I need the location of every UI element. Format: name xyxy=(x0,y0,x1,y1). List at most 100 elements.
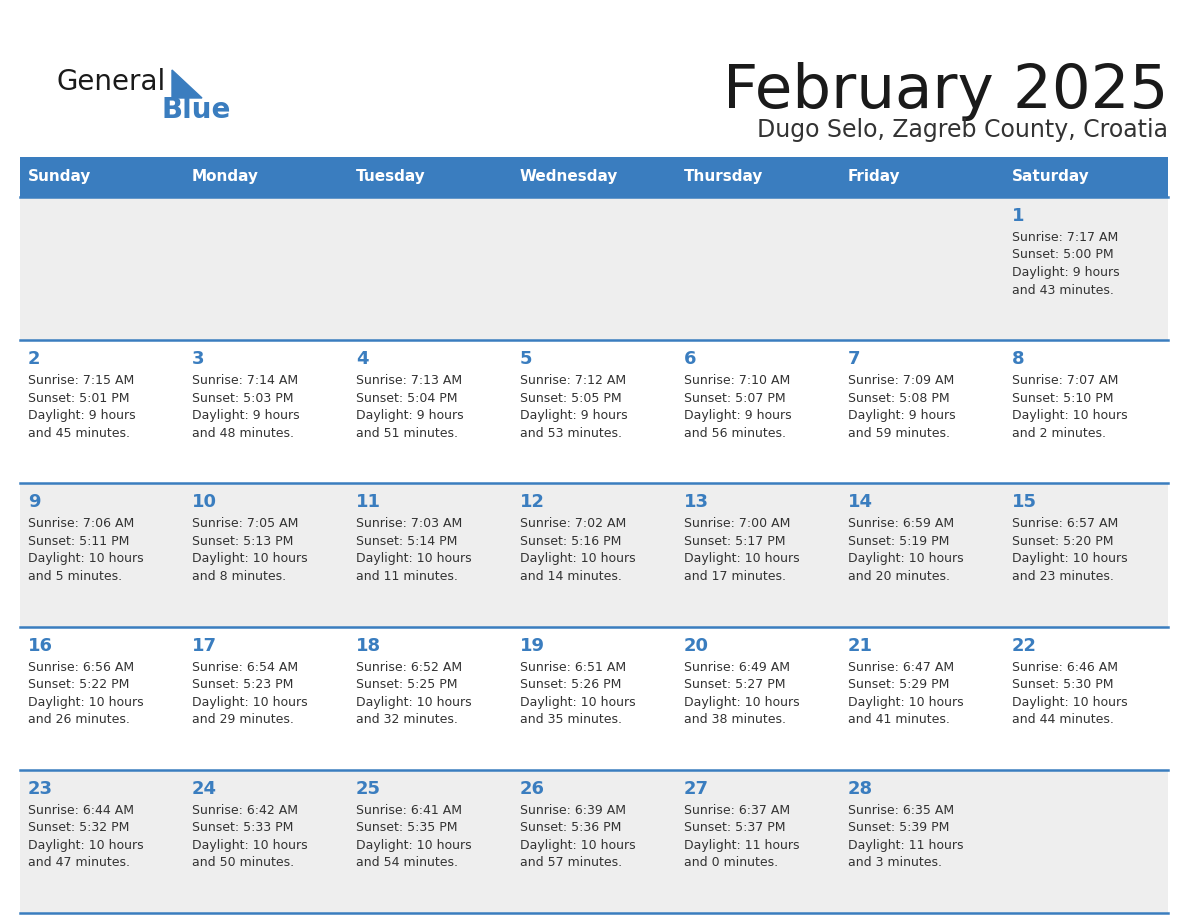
Text: February 2025: February 2025 xyxy=(722,62,1168,121)
Text: Sunday: Sunday xyxy=(29,170,91,185)
Text: Sunset: 5:32 PM: Sunset: 5:32 PM xyxy=(29,822,129,834)
Text: and 8 minutes.: and 8 minutes. xyxy=(192,570,286,583)
Text: Daylight: 10 hours: Daylight: 10 hours xyxy=(520,839,636,852)
Bar xyxy=(840,157,1004,197)
Text: and 38 minutes.: and 38 minutes. xyxy=(684,713,786,726)
Text: 4: 4 xyxy=(356,350,368,368)
Text: Sunrise: 7:05 AM: Sunrise: 7:05 AM xyxy=(192,518,298,531)
Bar xyxy=(184,341,348,484)
Bar xyxy=(840,197,1004,341)
Text: Sunset: 5:11 PM: Sunset: 5:11 PM xyxy=(29,535,129,548)
Bar xyxy=(184,197,348,341)
Text: Sunset: 5:10 PM: Sunset: 5:10 PM xyxy=(1012,392,1113,405)
Text: Sunset: 5:14 PM: Sunset: 5:14 PM xyxy=(356,535,457,548)
Text: Sunrise: 7:02 AM: Sunrise: 7:02 AM xyxy=(520,518,626,531)
Bar xyxy=(512,197,676,341)
Text: Sunset: 5:35 PM: Sunset: 5:35 PM xyxy=(356,822,457,834)
Bar xyxy=(20,197,184,341)
Text: and 32 minutes.: and 32 minutes. xyxy=(356,713,457,726)
Text: Sunrise: 7:15 AM: Sunrise: 7:15 AM xyxy=(29,375,134,387)
Bar xyxy=(184,627,348,770)
Text: 3: 3 xyxy=(192,350,204,368)
Bar xyxy=(1004,157,1168,197)
Text: and 56 minutes.: and 56 minutes. xyxy=(684,427,786,440)
Text: Sunrise: 7:17 AM: Sunrise: 7:17 AM xyxy=(1012,231,1118,244)
Bar xyxy=(184,157,348,197)
Text: Sunset: 5:30 PM: Sunset: 5:30 PM xyxy=(1012,678,1113,691)
Text: 27: 27 xyxy=(684,779,709,798)
Text: Sunrise: 6:52 AM: Sunrise: 6:52 AM xyxy=(356,661,462,674)
Bar xyxy=(512,627,676,770)
Text: 22: 22 xyxy=(1012,636,1037,655)
Text: Sunrise: 6:41 AM: Sunrise: 6:41 AM xyxy=(356,804,462,817)
Text: 9: 9 xyxy=(29,493,40,511)
Bar xyxy=(840,341,1004,484)
Text: and 59 minutes.: and 59 minutes. xyxy=(848,427,950,440)
Text: Sunset: 5:29 PM: Sunset: 5:29 PM xyxy=(848,678,949,691)
Bar xyxy=(348,770,512,913)
Text: Sunrise: 6:35 AM: Sunrise: 6:35 AM xyxy=(848,804,954,817)
Text: General: General xyxy=(57,68,166,96)
Polygon shape xyxy=(172,70,202,98)
Text: Saturday: Saturday xyxy=(1012,170,1089,185)
Text: Sunset: 5:05 PM: Sunset: 5:05 PM xyxy=(520,392,621,405)
Text: Daylight: 10 hours: Daylight: 10 hours xyxy=(684,553,800,565)
Text: 12: 12 xyxy=(520,493,545,511)
Bar xyxy=(676,341,840,484)
Text: Sunrise: 7:06 AM: Sunrise: 7:06 AM xyxy=(29,518,134,531)
Bar xyxy=(184,770,348,913)
Text: 15: 15 xyxy=(1012,493,1037,511)
Text: and 0 minutes.: and 0 minutes. xyxy=(684,856,778,869)
Text: Sunset: 5:07 PM: Sunset: 5:07 PM xyxy=(684,392,785,405)
Text: Sunset: 5:27 PM: Sunset: 5:27 PM xyxy=(684,678,785,691)
Text: Sunset: 5:25 PM: Sunset: 5:25 PM xyxy=(356,678,457,691)
Text: and 5 minutes.: and 5 minutes. xyxy=(29,570,122,583)
Bar xyxy=(676,627,840,770)
Text: Sunrise: 6:56 AM: Sunrise: 6:56 AM xyxy=(29,661,134,674)
Text: and 47 minutes.: and 47 minutes. xyxy=(29,856,129,869)
Text: Thursday: Thursday xyxy=(684,170,764,185)
Text: Daylight: 9 hours: Daylight: 9 hours xyxy=(356,409,463,422)
Text: and 26 minutes.: and 26 minutes. xyxy=(29,713,129,726)
Text: and 11 minutes.: and 11 minutes. xyxy=(356,570,457,583)
Text: and 17 minutes.: and 17 minutes. xyxy=(684,570,786,583)
Bar xyxy=(20,157,184,197)
Text: Sunrise: 6:39 AM: Sunrise: 6:39 AM xyxy=(520,804,626,817)
Text: 8: 8 xyxy=(1012,350,1024,368)
Bar xyxy=(348,627,512,770)
Bar xyxy=(676,770,840,913)
Bar xyxy=(840,627,1004,770)
Text: 2: 2 xyxy=(29,350,40,368)
Text: Daylight: 10 hours: Daylight: 10 hours xyxy=(848,553,963,565)
Text: Dugo Selo, Zagreb County, Croatia: Dugo Selo, Zagreb County, Croatia xyxy=(757,118,1168,142)
Text: Daylight: 9 hours: Daylight: 9 hours xyxy=(684,409,791,422)
Text: and 57 minutes.: and 57 minutes. xyxy=(520,856,623,869)
Bar xyxy=(1004,770,1168,913)
Bar xyxy=(348,341,512,484)
Text: and 23 minutes.: and 23 minutes. xyxy=(1012,570,1114,583)
Text: Sunrise: 7:03 AM: Sunrise: 7:03 AM xyxy=(356,518,462,531)
Text: 7: 7 xyxy=(848,350,860,368)
Text: 5: 5 xyxy=(520,350,532,368)
Text: Sunrise: 6:37 AM: Sunrise: 6:37 AM xyxy=(684,804,790,817)
Text: and 20 minutes.: and 20 minutes. xyxy=(848,570,950,583)
Text: Friday: Friday xyxy=(848,170,901,185)
Bar xyxy=(512,484,676,627)
Text: and 44 minutes.: and 44 minutes. xyxy=(1012,713,1114,726)
Bar xyxy=(348,157,512,197)
Text: 1: 1 xyxy=(1012,207,1024,225)
Text: Daylight: 10 hours: Daylight: 10 hours xyxy=(520,553,636,565)
Text: Sunrise: 6:54 AM: Sunrise: 6:54 AM xyxy=(192,661,298,674)
Text: 13: 13 xyxy=(684,493,709,511)
Text: 11: 11 xyxy=(356,493,381,511)
Text: Daylight: 10 hours: Daylight: 10 hours xyxy=(29,696,144,709)
Text: and 50 minutes.: and 50 minutes. xyxy=(192,856,295,869)
Text: and 51 minutes.: and 51 minutes. xyxy=(356,427,459,440)
Text: and 35 minutes.: and 35 minutes. xyxy=(520,713,623,726)
Text: Daylight: 10 hours: Daylight: 10 hours xyxy=(356,696,472,709)
Bar xyxy=(20,341,184,484)
Bar xyxy=(512,157,676,197)
Text: Daylight: 10 hours: Daylight: 10 hours xyxy=(192,696,308,709)
Text: Sunrise: 6:46 AM: Sunrise: 6:46 AM xyxy=(1012,661,1118,674)
Text: Sunrise: 6:49 AM: Sunrise: 6:49 AM xyxy=(684,661,790,674)
